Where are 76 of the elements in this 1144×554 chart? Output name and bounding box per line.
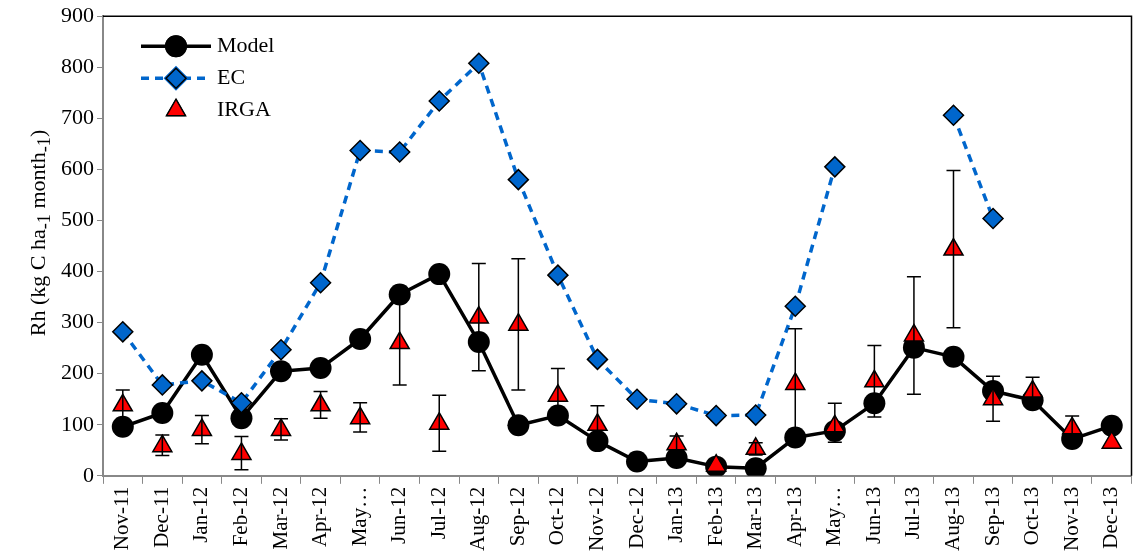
x-tick-label: May…	[346, 486, 371, 547]
point	[349, 327, 372, 350]
point	[784, 295, 807, 318]
point	[507, 414, 530, 437]
y-tick-label: 700	[61, 104, 94, 130]
legend-label: IRGA	[217, 95, 271, 121]
y-tick-label: 900	[61, 1, 94, 27]
point	[824, 156, 846, 178]
x-tick-label: Jan-13	[663, 486, 688, 543]
x-tick-label: Jan-12	[188, 486, 213, 543]
x-tick-label: Jun-12	[386, 486, 411, 545]
point	[942, 104, 965, 127]
x-tick-label: Feb-12	[227, 486, 252, 547]
point	[942, 345, 965, 368]
point	[626, 388, 648, 410]
x-tick-label: Dec-13	[1098, 486, 1123, 549]
point	[388, 141, 411, 163]
legend-label: EC	[217, 63, 246, 89]
x-tick-label: Nov-13	[1058, 486, 1083, 552]
point	[428, 90, 450, 112]
x-tick-label: Feb-13	[702, 486, 727, 547]
point	[586, 430, 609, 453]
point	[507, 168, 530, 191]
x-tick-label: Sep-13	[979, 486, 1004, 547]
x-tick-label: Jun-13	[860, 486, 885, 545]
x-tick-label: Dec-12	[623, 486, 648, 549]
x-tick-label: Jul-12	[425, 486, 450, 540]
y-tick-label: 0	[83, 461, 94, 487]
point	[705, 404, 727, 427]
point	[349, 139, 371, 162]
point	[468, 52, 490, 74]
x-tick-label: Dec-11	[148, 486, 173, 548]
x-tick-label: Jul-13	[900, 486, 925, 540]
point	[587, 413, 608, 432]
y-tick-label: 600	[61, 155, 94, 181]
x-tick-label: Nov-12	[583, 486, 608, 552]
x-tick-label: May…	[821, 486, 846, 547]
point	[151, 402, 174, 425]
point	[111, 415, 134, 438]
x-tick-label: Mar-12	[267, 486, 292, 550]
point	[309, 272, 332, 294]
point	[230, 392, 253, 414]
y-tick-label: 400	[61, 257, 94, 283]
x-tick-label: Apr-13	[781, 486, 806, 548]
point	[1100, 414, 1123, 437]
point	[190, 343, 213, 366]
point	[428, 263, 451, 286]
point	[665, 393, 688, 415]
point	[270, 338, 292, 361]
x-tick-label: Oct-12	[544, 486, 569, 546]
point	[309, 357, 332, 380]
point	[547, 264, 569, 286]
point	[388, 283, 411, 306]
point	[626, 450, 649, 473]
y-tick-label: 300	[61, 308, 94, 334]
point	[863, 392, 886, 415]
x-tick-label: Nov-11	[109, 486, 134, 551]
point	[112, 321, 134, 343]
x-tick-label: Sep-12	[504, 486, 529, 547]
point	[270, 360, 293, 383]
y-tick-label: 500	[61, 206, 94, 232]
point	[231, 442, 252, 461]
point	[191, 370, 213, 392]
x-tick-label: Aug-13	[940, 486, 965, 552]
point	[982, 207, 1004, 230]
y-tick-label: 100	[61, 410, 94, 436]
x-tick-label: Mar-13	[742, 486, 767, 550]
point	[744, 404, 767, 426]
x-tick-label: Aug-12	[465, 486, 490, 552]
x-tick-label: Oct-13	[1019, 486, 1044, 546]
point	[586, 348, 609, 371]
y-tick-label: 200	[61, 359, 94, 385]
point	[151, 374, 174, 396]
legend-label: Model	[217, 31, 275, 57]
y-tick-label: 800	[61, 53, 94, 79]
x-tick-label: Apr-12	[307, 486, 332, 548]
